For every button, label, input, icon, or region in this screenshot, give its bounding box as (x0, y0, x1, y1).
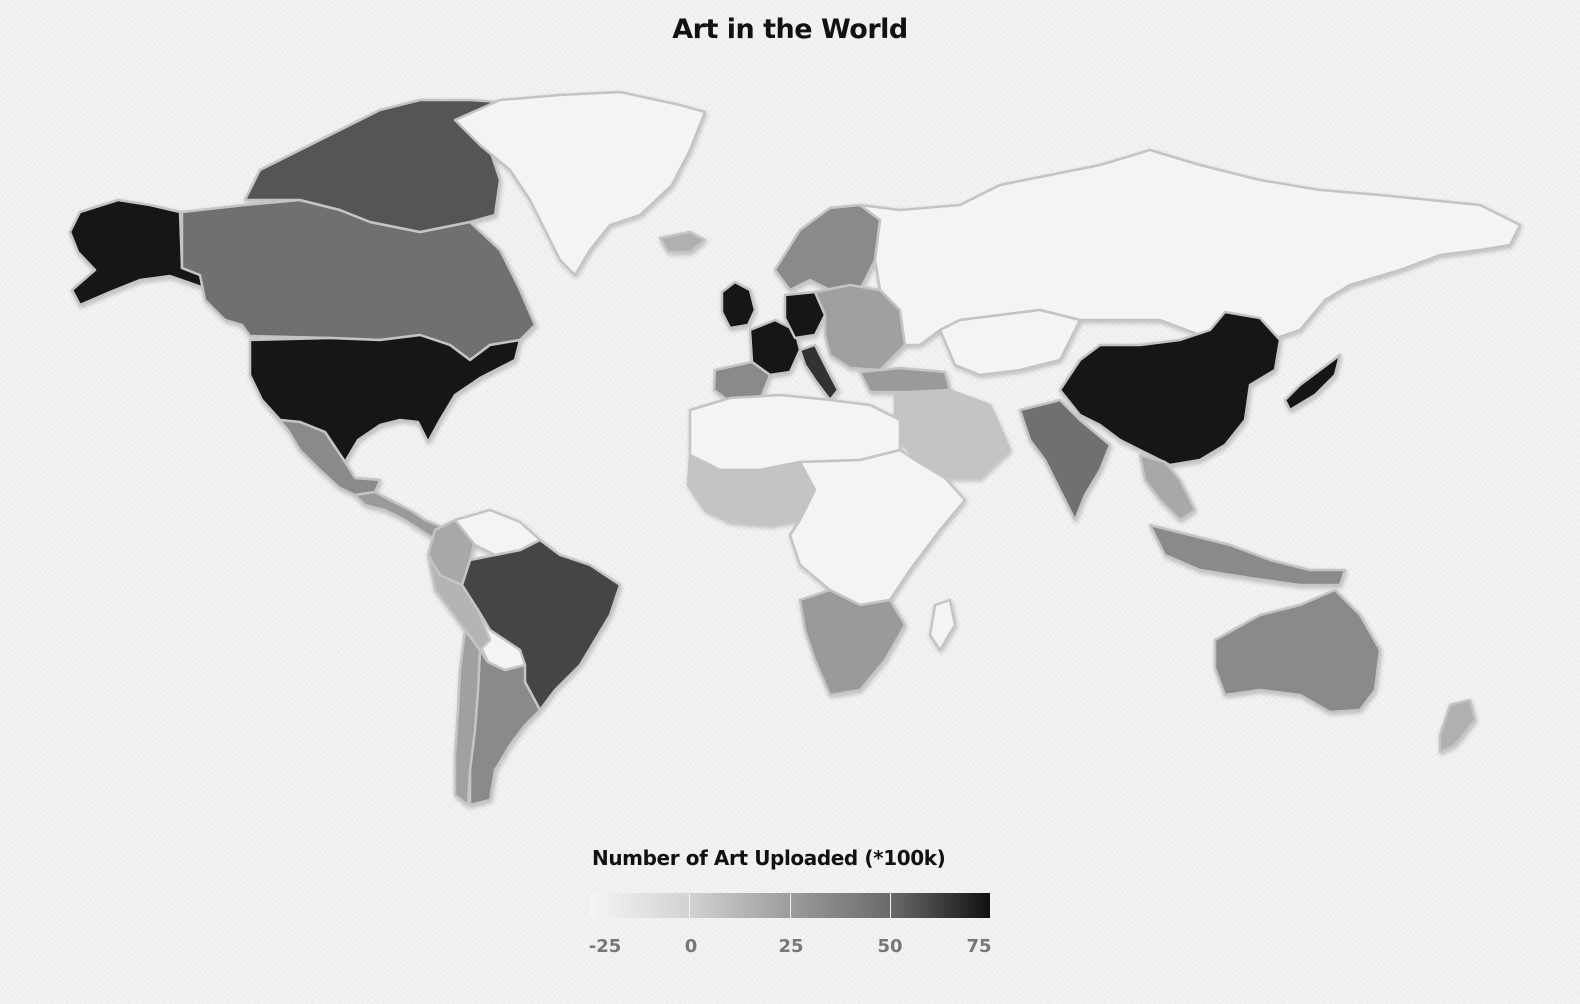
region-alaska-usa[interactable]: Alaska (USA) (68, 198, 217, 307)
region-venezuela[interactable]: Venezuela (453, 508, 542, 557)
legend-tick-label: 0 (684, 936, 698, 957)
region-central-africa[interactable]: Central Africa (788, 448, 967, 607)
region-southeast-asia[interactable]: Southeast Asia (1138, 453, 1197, 522)
map-title: Art in the World (672, 14, 908, 45)
region-chile[interactable]: Chile (453, 628, 482, 807)
region-greenland[interactable]: Greenland (453, 90, 707, 277)
region-bolivia[interactable]: Bolivia (476, 608, 527, 672)
region-turkey[interactable]: Turkey (858, 366, 952, 394)
legend-segment (890, 893, 990, 918)
legend-segment (590, 893, 691, 918)
legend-segment (690, 893, 791, 918)
region-scandinavia[interactable]: Scandinavia (773, 203, 882, 292)
region-united-kingdom[interactable]: United Kingdom (720, 280, 757, 330)
region-kazakhstan[interactable]: Kazakhstan (938, 308, 1082, 377)
region-madagascar[interactable]: Madagascar (928, 598, 957, 652)
region-china[interactable]: China (1058, 310, 1282, 467)
legend-tick-label: 50 (877, 936, 903, 957)
region-new-zealand[interactable]: New Zealand (1438, 698, 1477, 754)
region-middle-east[interactable]: Middle East (893, 388, 1012, 480)
region-australia[interactable]: Australia (1213, 588, 1382, 714)
region-canada[interactable]: Canada (180, 198, 537, 362)
region-southern-africa[interactable]: Southern Africa (798, 588, 907, 697)
legend-title: Number of Art Uploaded (*100k) (592, 846, 946, 870)
region-japan[interactable]: Japan (1283, 353, 1342, 412)
region-united-states[interactable]: United States (248, 333, 522, 464)
legend-tick-label: 25 (778, 936, 804, 957)
region-mexico[interactable]: Mexico (260, 398, 382, 497)
legend-tick-label: 75 (966, 936, 992, 957)
region-indonesia[interactable]: Indonesia (1148, 523, 1347, 587)
region-italy[interactable]: Italy (798, 343, 840, 402)
region-india[interactable]: India (1018, 398, 1112, 522)
legend-segment (790, 893, 891, 918)
region-iceland[interactable]: Iceland (658, 230, 707, 254)
region-russia[interactable]: Russia (858, 148, 1522, 347)
legend-tick-label: -25 (588, 936, 622, 957)
color-legend-bar (590, 893, 990, 918)
